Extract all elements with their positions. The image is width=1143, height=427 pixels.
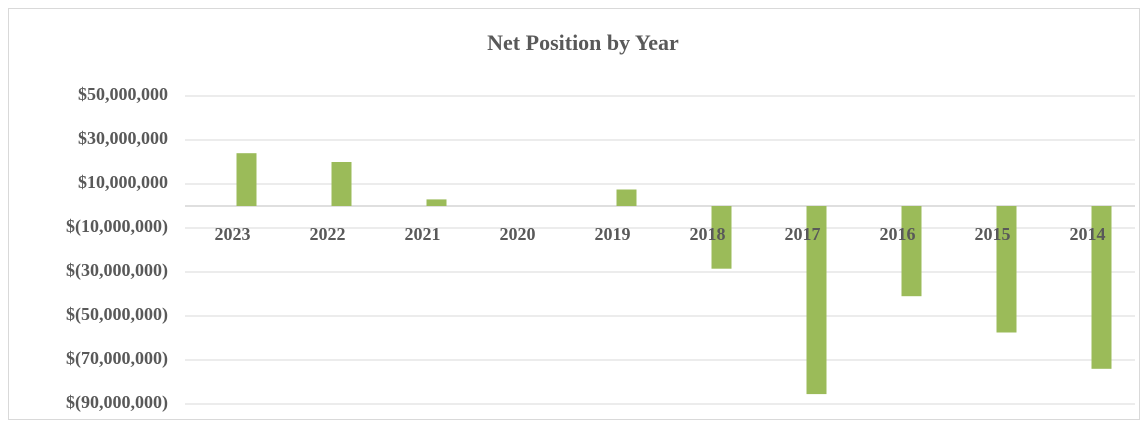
- x-tick-label: 2018: [690, 224, 726, 244]
- bar: [1091, 206, 1112, 369]
- bar: [616, 189, 637, 206]
- chart-title: Net Position by Year: [487, 30, 679, 55]
- bar: [996, 206, 1017, 333]
- bar: [901, 206, 922, 297]
- bar: [426, 199, 447, 206]
- bar: [711, 206, 732, 269]
- x-tick-label: 2019: [595, 224, 631, 244]
- y-tick-label: $30,000,000: [78, 128, 168, 148]
- y-tick-label: $(30,000,000): [66, 260, 168, 281]
- y-tick-label: $50,000,000: [78, 84, 168, 104]
- y-tick-label: $(50,000,000): [66, 304, 168, 325]
- y-tick-label: $(70,000,000): [66, 348, 168, 369]
- x-tick-label: 2020: [500, 224, 536, 244]
- bar: [236, 153, 257, 206]
- x-tick-label: 2021: [405, 224, 441, 244]
- x-tick-label: 2017: [785, 224, 821, 244]
- y-tick-label: $(10,000,000): [66, 216, 168, 237]
- y-tick-label: $10,000,000: [78, 172, 168, 192]
- bar: [331, 162, 352, 206]
- bar: [806, 206, 827, 395]
- x-tick-label: 2015: [975, 224, 1011, 244]
- x-tick-label: 2016: [880, 224, 916, 244]
- x-tick-label: 2014: [1070, 224, 1106, 244]
- y-tick-label: $(90,000,000): [66, 392, 168, 413]
- chart-frame: [8, 8, 1140, 420]
- x-tick-label: 2023: [215, 224, 251, 244]
- x-tick-label: 2022: [310, 224, 346, 244]
